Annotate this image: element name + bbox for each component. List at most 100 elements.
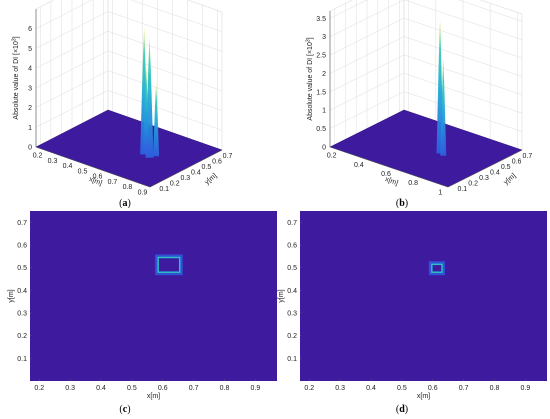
x-tick-label: 0.2	[304, 385, 314, 392]
x-axis-label: x[m]	[88, 176, 103, 187]
grid-z-back	[130, 0, 223, 32]
panel-c: 0.2 0.3 0.4 0.5 0.6 0.7 0.8 0.9 0.1 0.2 0.3 0.4 0.5 0…	[8, 211, 277, 415]
damage-box-core	[157, 257, 181, 273]
surface-peak	[440, 58, 447, 156]
y-axis-label: y[m]	[503, 172, 518, 186]
y-axis-label: y[m]	[278, 289, 285, 302]
y-tick-label: 0.2	[468, 180, 478, 187]
y-tick-label: 0.4	[191, 170, 201, 177]
x-axis-label: x[m]	[417, 393, 430, 400]
x-tick-label: 0.5	[397, 385, 407, 392]
x-axis	[329, 146, 449, 188]
y-tick-label: 0.2	[170, 180, 180, 187]
z-axis-label: Absolute value of DI [×103]	[306, 37, 315, 120]
panel-caption: (c)	[119, 404, 130, 415]
damage-box-core	[431, 263, 443, 273]
panel-caption: (b)	[396, 198, 408, 209]
z-tick-label: 0.5	[316, 126, 326, 133]
z-tick-label: 3	[28, 85, 32, 92]
panel-d: 0.2 0.3 0.4 0.5 0.6 0.7 0.8 0.9 0.1 0.2 0.3 0.4 0.5 0…	[278, 211, 547, 415]
z-tick-label: 0	[28, 145, 32, 152]
y-tick-label: 0.7	[223, 153, 233, 160]
x-tick-label: 0.3	[65, 385, 75, 392]
surface-peak	[143, 66, 150, 152]
x-tick-label: 0.2	[33, 153, 43, 160]
damage-glow	[155, 254, 183, 276]
y-tick-label: 0.1	[457, 186, 467, 193]
x-tick-label: 0.3	[48, 158, 58, 165]
y-tick-label: 0.7	[287, 220, 297, 227]
y-tick-label: 0.3	[479, 175, 489, 182]
z-tick-label: 0	[322, 145, 326, 152]
y-tick-label: 0.6	[512, 159, 522, 166]
heatmap-field	[300, 211, 547, 381]
x-tick-label: 0.4	[63, 163, 73, 170]
panel-a: 01234560.20.30.40.50.60.70.80.90.10.20.3…	[12, 0, 233, 209]
y-tick-label: 0.3	[180, 175, 190, 182]
z-tick-label: 1.5	[316, 89, 326, 96]
z-tick-label: 6	[28, 26, 32, 33]
y-tick-label: 0.1	[159, 186, 169, 193]
y-tick-label: 0.1	[17, 356, 27, 363]
x-tick-label: 0.7	[459, 385, 469, 392]
y-tick-label: 0.2	[17, 333, 27, 340]
y-axis	[149, 149, 223, 188]
surface-peak	[153, 83, 160, 157]
x-tick-label: 0.6	[158, 385, 168, 392]
x-tick-label: 0.9	[138, 189, 148, 196]
y-tick-label: 0.7	[523, 153, 533, 160]
y-tick-label: 0.4	[17, 288, 27, 295]
heatmap-field	[30, 211, 277, 381]
x-tick-label: 0.4	[354, 162, 364, 169]
panel-b: 00.511.522.533.50.20.40.60.810.10.20.30.…	[306, 0, 533, 209]
y-tick-label: 0.4	[490, 170, 500, 177]
x-tick-label: 0.5	[127, 385, 137, 392]
panel-caption: (a)	[119, 198, 131, 209]
x-tick-label: 0.2	[327, 153, 337, 160]
x-tick-label: 0.8	[490, 385, 500, 392]
y-axis	[447, 149, 523, 188]
x-tick-label: 0.3	[335, 385, 345, 392]
x-tick-label: 0.8	[220, 385, 230, 392]
y-axis-label: y[m]	[204, 172, 219, 186]
y-tick-label: 0.6	[212, 159, 222, 166]
x-tick-label: 1	[438, 189, 442, 196]
grid-z-back	[107, 70, 223, 111]
z-tick-label: 3	[322, 34, 326, 41]
z-tick-label: 3.5	[316, 16, 326, 23]
x-axis-label: x[m]	[384, 176, 399, 187]
y-tick-label: 0.1	[287, 356, 297, 363]
x-tick-label: 0.4	[366, 385, 376, 392]
y-tick-label: 0.5	[287, 265, 297, 272]
x-tick-label: 0.4	[96, 385, 106, 392]
y-tick-label: 0.3	[287, 311, 297, 318]
z-tick-label: 1	[28, 125, 32, 132]
x-tick-label: 0.2	[34, 385, 44, 392]
x-tick-label: 0.6	[93, 174, 103, 181]
x-tick-label: 0.6	[381, 171, 391, 178]
grid-z-left	[329, 0, 368, 19]
y-tick-label: 0.6	[287, 243, 297, 250]
x-tick-label: 0.9	[251, 385, 261, 392]
y-tick-label: 0.5	[17, 265, 27, 272]
z-tick-label: 4	[28, 66, 32, 73]
y-tick-label: 0.3	[17, 311, 27, 318]
x-tick-label: 0.7	[108, 179, 118, 186]
x-tick-label: 0.7	[189, 385, 199, 392]
y-tick-label: 0.2	[287, 333, 297, 340]
x-tick-label: 0.9	[521, 385, 531, 392]
grid-z-back	[107, 30, 223, 72]
x-axis	[35, 146, 151, 188]
y-tick-label: 0.5	[501, 164, 511, 171]
y-axis-label: y[m]	[8, 289, 15, 302]
x-axis-label: x[m]	[147, 393, 160, 400]
panel-caption: (d)	[396, 404, 408, 415]
z-tick-label: 5	[28, 46, 32, 53]
x-tick-label: 0.5	[78, 168, 88, 175]
x-tick-label: 0.8	[408, 180, 418, 187]
z-axis-label: Absolute value of DI [×103]	[12, 36, 21, 119]
grid-z-back	[107, 50, 223, 92]
grid-z-back	[107, 90, 223, 131]
damage-glow	[428, 261, 446, 276]
